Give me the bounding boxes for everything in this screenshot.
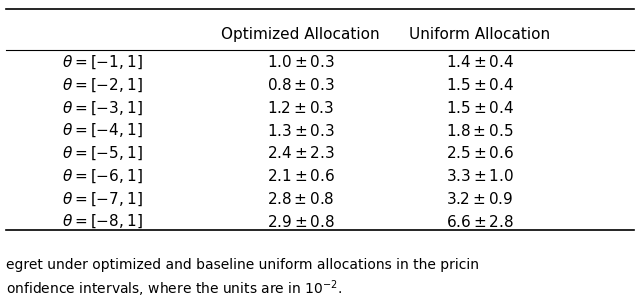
- Text: $\theta = [-1, 1]$: $\theta = [-1, 1]$: [62, 54, 143, 71]
- Text: $0.8 \pm 0.3$: $0.8 \pm 0.3$: [267, 77, 335, 93]
- Text: $1.5 \pm 0.4$: $1.5 \pm 0.4$: [446, 77, 514, 93]
- Text: $\theta = [-4, 1]$: $\theta = [-4, 1]$: [62, 122, 143, 140]
- Text: $1.3 \pm 0.3$: $1.3 \pm 0.3$: [267, 123, 335, 139]
- Text: $\theta = [-2, 1]$: $\theta = [-2, 1]$: [62, 76, 143, 94]
- Text: $1.0 \pm 0.3$: $1.0 \pm 0.3$: [267, 55, 335, 70]
- Text: $2.8 \pm 0.8$: $2.8 \pm 0.8$: [267, 191, 335, 207]
- Text: $2.4 \pm 2.3$: $2.4 \pm 2.3$: [267, 146, 335, 161]
- Text: $3.3 \pm 1.0$: $3.3 \pm 1.0$: [446, 168, 514, 184]
- Text: $\theta = [-5, 1]$: $\theta = [-5, 1]$: [62, 145, 143, 162]
- Text: $1.5 \pm 0.4$: $1.5 \pm 0.4$: [446, 100, 514, 116]
- Text: $\theta = [-6, 1]$: $\theta = [-6, 1]$: [62, 167, 143, 185]
- Text: $2.1 \pm 0.6$: $2.1 \pm 0.6$: [267, 168, 335, 184]
- Text: $1.4 \pm 0.4$: $1.4 \pm 0.4$: [446, 55, 514, 70]
- Text: $1.2 \pm 0.3$: $1.2 \pm 0.3$: [268, 100, 334, 116]
- Text: $2.5 \pm 0.6$: $2.5 \pm 0.6$: [446, 146, 514, 161]
- Text: onfidence intervals, where the units are in $10^{-2}$.: onfidence intervals, where the units are…: [6, 278, 342, 299]
- Text: egret under optimized and baseline uniform allocations in the pricin: egret under optimized and baseline unifo…: [6, 259, 479, 272]
- Text: $\theta = [-8, 1]$: $\theta = [-8, 1]$: [62, 213, 143, 230]
- Text: $3.2 \pm 0.9$: $3.2 \pm 0.9$: [446, 191, 514, 207]
- Text: $\theta = [-3, 1]$: $\theta = [-3, 1]$: [62, 99, 143, 117]
- Text: Optimized Allocation: Optimized Allocation: [221, 27, 380, 42]
- Text: Uniform Allocation: Uniform Allocation: [410, 27, 550, 42]
- Text: $\theta = [-7, 1]$: $\theta = [-7, 1]$: [62, 190, 143, 208]
- Text: $2.9 \pm 0.8$: $2.9 \pm 0.8$: [267, 214, 335, 230]
- Text: $6.6 \pm 2.8$: $6.6 \pm 2.8$: [446, 214, 514, 230]
- Text: $1.8 \pm 0.5$: $1.8 \pm 0.5$: [446, 123, 514, 139]
